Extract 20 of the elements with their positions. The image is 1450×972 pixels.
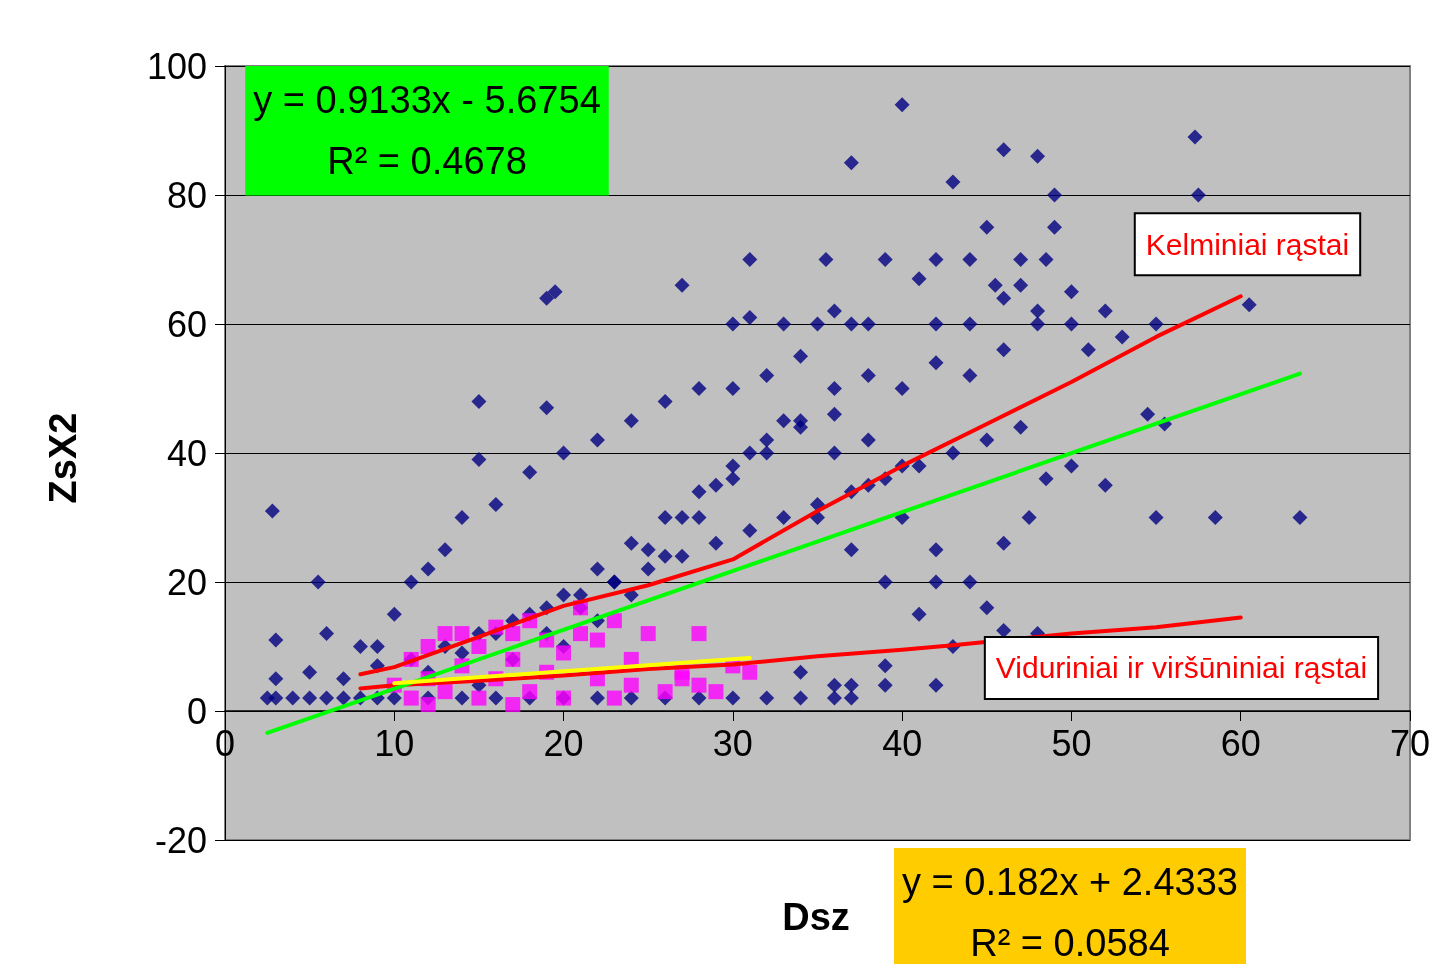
y-tick-label: 100 — [146, 45, 207, 87]
text: y = 0.182x + 2.4333 R² = 0.0584 — [902, 861, 1238, 965]
y-axis-title: ZsX2 — [42, 412, 84, 504]
x-tick-label: 20 — [543, 722, 584, 764]
series-label: Kelminiai rąstai — [1145, 227, 1350, 261]
x-tick-label: 70 — [1389, 722, 1431, 764]
y-tick-label: -20 — [154, 819, 207, 861]
x-tick-label: 30 — [712, 722, 753, 764]
y-tick-label: 40 — [166, 432, 207, 474]
x-tick-label: 60 — [1220, 722, 1261, 764]
x-axis-title: Dsz — [782, 896, 850, 938]
series-label: Viduriniai ir viršūniniai rąstai — [995, 651, 1368, 685]
y-tick-label: 20 — [166, 561, 207, 603]
y-tick-label: 60 — [166, 303, 207, 345]
x-tick-label: 50 — [1051, 722, 1092, 764]
y-tick-label: 0 — [186, 690, 207, 732]
x-tick-label: 10 — [374, 722, 415, 764]
annotation: y = 0.9133x - 5.6754 R² = 0.4678 — [253, 79, 601, 183]
x-tick-label: 40 — [882, 722, 923, 764]
y-tick-label: 80 — [166, 174, 207, 216]
